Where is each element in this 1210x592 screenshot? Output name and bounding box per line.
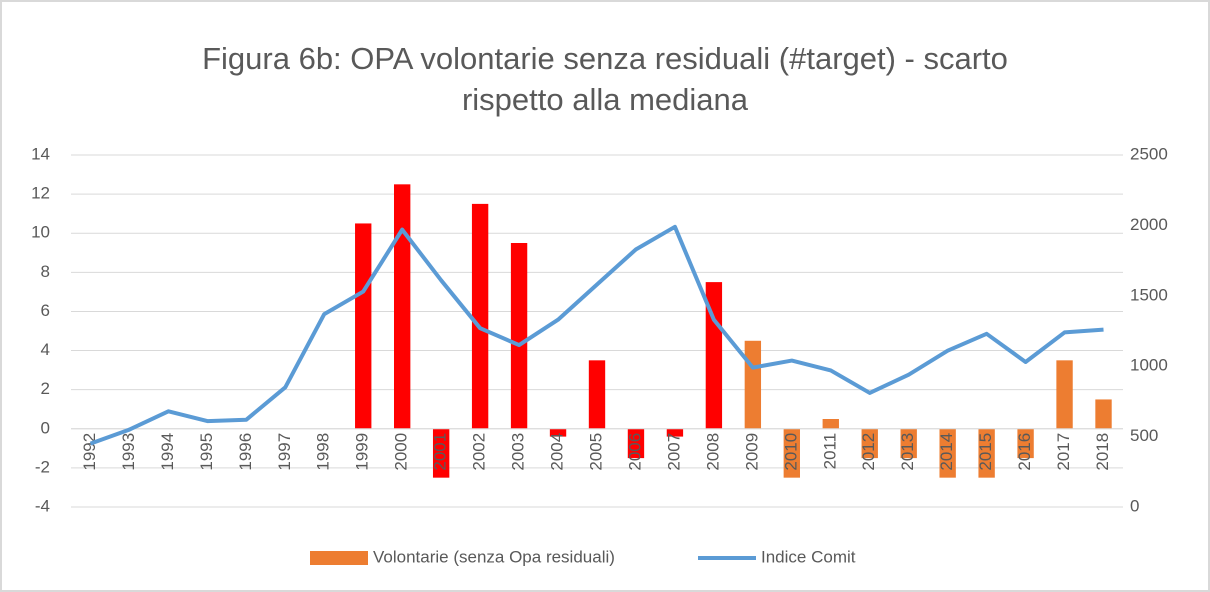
bar (394, 184, 411, 429)
y-tick-label: 2 (41, 379, 50, 398)
x-tick-label: 2006 (625, 433, 644, 471)
y-tick-label: 4 (41, 340, 50, 359)
x-tick-label: 2007 (664, 433, 683, 471)
bar (1095, 399, 1112, 429)
x-tick-label: 2015 (976, 433, 995, 471)
x-tick-label: 2008 (703, 433, 722, 471)
x-tick-label: 2013 (898, 433, 917, 471)
x-tick-label: 1992 (80, 433, 99, 471)
chart-title: Figura 6b: OPA volontarie senza residual… (202, 41, 1008, 76)
y-tick-label: -2 (35, 457, 50, 476)
x-tick-label: 2016 (1015, 433, 1034, 471)
x-tick-label: 1998 (314, 433, 333, 471)
y-tick-label: 10 (31, 223, 50, 242)
y2-tick-label: 1500 (1130, 285, 1168, 304)
x-tick-label: 2004 (548, 433, 567, 471)
bar (1017, 428, 1034, 459)
x-tick-label: 2018 (1093, 433, 1112, 471)
x-tick-label: 2010 (781, 433, 800, 471)
bar (627, 428, 645, 459)
x-tick-label: 1996 (236, 433, 255, 471)
bar (744, 340, 762, 429)
legend-label: Indice Comit (761, 547, 856, 566)
x-tick-label: 1997 (275, 433, 294, 471)
y2-tick-label: 1000 (1130, 356, 1168, 375)
y-tick-label: 6 (41, 301, 50, 320)
bar (861, 428, 878, 459)
bar (588, 360, 606, 429)
x-tick-label: 2003 (509, 433, 528, 471)
bar (471, 203, 489, 429)
bar (705, 282, 723, 429)
bar (510, 243, 528, 429)
x-tick-label: 2014 (937, 433, 956, 471)
chart-title: rispetto alla mediana (462, 82, 749, 117)
bar (822, 419, 839, 429)
y-tick-label: 14 (31, 144, 50, 163)
y2-tick-label: 0 (1130, 496, 1139, 515)
bar (978, 428, 995, 478)
legend-label: Volontarie (senza Opa residuali) (373, 547, 615, 566)
bar (666, 428, 684, 437)
bar (1056, 360, 1073, 429)
line-series (89, 224, 1104, 446)
x-tick-label: 2017 (1054, 433, 1073, 471)
bar (939, 428, 956, 478)
x-tick-label: 1995 (197, 433, 216, 471)
x-tick-label: 1999 (353, 433, 372, 471)
y-tick-label: 0 (41, 418, 50, 437)
x-tick-label: 1993 (119, 433, 138, 471)
bar (355, 223, 372, 429)
y-tick-label: 12 (31, 184, 50, 203)
x-tick-label: 2001 (431, 433, 450, 471)
bar (783, 428, 800, 478)
bar (432, 428, 450, 478)
y2-tick-label: 2500 (1130, 144, 1168, 163)
x-tick-label: 1994 (158, 433, 177, 471)
x-tick-label: 2011 (820, 433, 839, 470)
x-tick-label: 2000 (392, 433, 411, 471)
bar (900, 428, 917, 459)
x-tick-label: 2002 (470, 433, 489, 471)
legend-swatch (310, 551, 368, 565)
y-tick-label: -4 (35, 496, 50, 515)
y-tick-label: 8 (41, 262, 50, 281)
bar (549, 428, 567, 437)
y2-tick-label: 2000 (1130, 215, 1168, 234)
y2-tick-label: 500 (1130, 426, 1158, 445)
x-tick-label: 2009 (742, 433, 761, 471)
x-tick-label: 2005 (586, 433, 605, 471)
x-tick-label: 2012 (859, 433, 878, 471)
